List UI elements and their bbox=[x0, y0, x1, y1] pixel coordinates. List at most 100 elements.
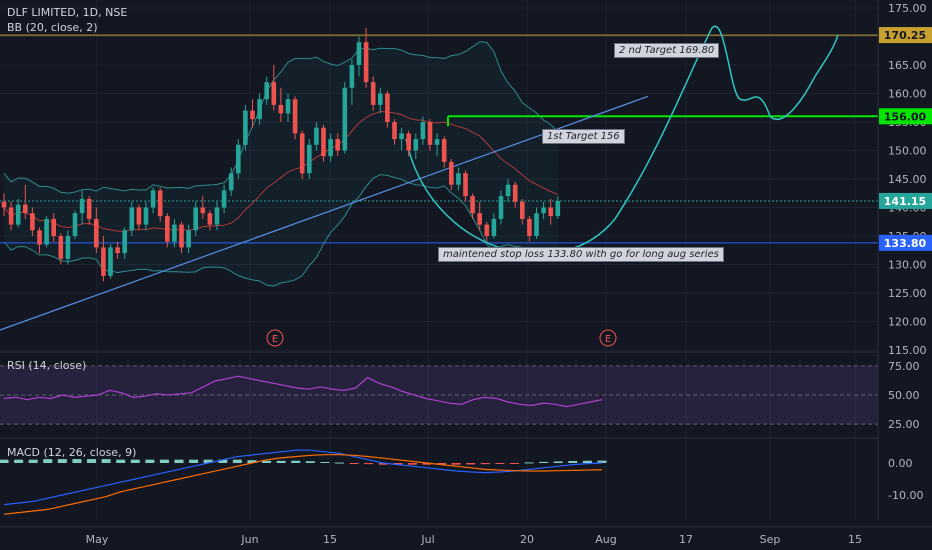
macd-histogram-bar bbox=[305, 461, 315, 463]
macd-histogram-bar bbox=[72, 459, 82, 463]
macd-histogram-bar bbox=[495, 463, 505, 464]
macd-histogram-bar bbox=[597, 460, 607, 463]
candle-body bbox=[23, 204, 28, 214]
macd-line bbox=[3, 449, 603, 506]
macd-histogram-bar bbox=[189, 459, 199, 463]
price-tick-label: 175.00 bbox=[888, 2, 927, 15]
price-tag: 141.15 bbox=[884, 195, 926, 208]
price-tag: 133.80 bbox=[884, 237, 927, 250]
candle-body bbox=[449, 161, 454, 185]
macd-histogram-bar bbox=[218, 459, 228, 463]
candle-body bbox=[385, 93, 390, 122]
candle-body bbox=[356, 42, 362, 65]
candle-body bbox=[214, 207, 220, 225]
macd-histogram-bar bbox=[466, 463, 476, 465]
candle-body bbox=[406, 133, 411, 151]
candle-body bbox=[37, 230, 42, 245]
target2-note[interactable]: 2 nd Target 169.80 bbox=[614, 43, 720, 58]
bb-fill bbox=[4, 41, 558, 287]
candle-body bbox=[15, 204, 21, 225]
price-tick-label: 125.00 bbox=[888, 287, 927, 300]
time-tick-label: 17 bbox=[679, 533, 693, 546]
price-tick-label: 165.00 bbox=[888, 59, 927, 72]
macd-histogram-bar bbox=[422, 463, 432, 465]
price-tag: 156.00 bbox=[884, 110, 927, 123]
rsi-band bbox=[0, 365, 878, 425]
candle-body bbox=[136, 207, 142, 225]
macd-histogram-bar bbox=[28, 459, 38, 463]
candle-body bbox=[207, 213, 213, 225]
macd-histogram-bar bbox=[101, 459, 111, 463]
macd-histogram-bar bbox=[539, 461, 549, 463]
price-tick-label: 160.00 bbox=[888, 88, 927, 101]
earnings-marker bbox=[599, 329, 617, 347]
chart-title: DLF LIMITED, 1D, NSE bbox=[7, 6, 128, 19]
candle-body bbox=[420, 122, 426, 140]
rsi-tick-label: 25.00 bbox=[888, 418, 920, 431]
macd-histogram-bar bbox=[247, 460, 257, 463]
candle-body bbox=[285, 99, 291, 114]
rsi-line bbox=[3, 375, 603, 408]
candle-body bbox=[434, 139, 440, 145]
macd-histogram-bar bbox=[568, 460, 578, 463]
price-tag-bg bbox=[879, 108, 932, 125]
macd-histogram-bar bbox=[14, 459, 24, 463]
macd-tick-label: -10.00 bbox=[888, 489, 923, 502]
candle-body bbox=[555, 200, 561, 217]
candle-body bbox=[236, 144, 241, 174]
candle-body bbox=[72, 213, 78, 236]
candle-body bbox=[221, 190, 227, 208]
rsi-tick-label: 50.00 bbox=[888, 389, 920, 402]
candle-body bbox=[505, 184, 511, 197]
macd-tick-label: 0.00 bbox=[888, 457, 913, 470]
candle-body bbox=[108, 247, 113, 276]
candle-body bbox=[115, 247, 120, 254]
candle-body bbox=[143, 207, 149, 225]
macd-histogram-bar bbox=[43, 459, 53, 463]
candle-body bbox=[186, 230, 191, 248]
candle-body bbox=[228, 173, 234, 191]
candle-body bbox=[101, 247, 106, 276]
macd-histogram-bar bbox=[378, 463, 388, 465]
candle-body bbox=[150, 190, 156, 208]
macd-histogram-bar bbox=[364, 463, 374, 465]
macd-label: MACD (12, 26, close, 9) bbox=[7, 446, 137, 459]
candle-body bbox=[520, 201, 525, 219]
macd-histogram-bar bbox=[159, 459, 169, 463]
candle-body bbox=[1, 201, 7, 208]
rsi-tick-label: 75.00 bbox=[888, 360, 920, 373]
target1-note[interactable]: 1st Target 156 bbox=[542, 129, 625, 144]
macd-histogram-bar bbox=[320, 461, 330, 463]
candle-body bbox=[378, 93, 383, 105]
candle-body bbox=[65, 236, 71, 259]
macd-histogram-bar bbox=[0, 459, 9, 463]
macd-histogram-bar bbox=[553, 461, 563, 463]
candle-body bbox=[541, 207, 546, 214]
price-tick-label: 115.00 bbox=[888, 344, 927, 357]
candle-body bbox=[44, 218, 49, 245]
price-tick-label: 120.00 bbox=[888, 316, 927, 329]
bb-lower-line bbox=[3, 174, 558, 287]
candle-body bbox=[94, 218, 99, 248]
macd-histogram-bar bbox=[57, 459, 67, 463]
candle-body bbox=[484, 224, 490, 236]
candle-body bbox=[271, 82, 277, 105]
macd-histogram-bar bbox=[451, 463, 461, 465]
macd-histogram-bar bbox=[174, 459, 184, 463]
candle-body bbox=[200, 207, 206, 214]
time-tick-label: Sep bbox=[760, 533, 781, 546]
candle-body bbox=[477, 213, 482, 225]
candle-body bbox=[527, 218, 532, 236]
stoploss-note[interactable]: maintened stop loss 133.80 with go for l… bbox=[438, 247, 724, 262]
trendline bbox=[0, 95, 649, 331]
price-tag-bg bbox=[879, 192, 932, 209]
candle-body bbox=[314, 127, 319, 145]
macd-histogram-bar bbox=[232, 459, 242, 463]
candle-body bbox=[335, 139, 340, 151]
candle-body bbox=[122, 230, 127, 254]
macd-histogram-bar bbox=[130, 459, 140, 463]
macd-histogram-bar bbox=[582, 460, 592, 463]
earnings-marker bbox=[266, 329, 284, 347]
